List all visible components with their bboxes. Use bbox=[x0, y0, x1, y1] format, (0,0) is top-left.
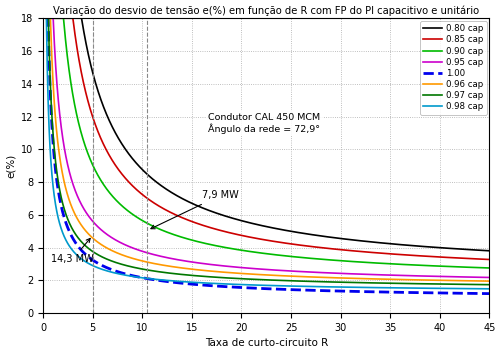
1.00 bbox=[473, 291, 479, 296]
0.96 cap bbox=[247, 272, 253, 276]
0.80 cap bbox=[66, 16, 72, 20]
0.90 cap bbox=[247, 249, 253, 253]
0.95 cap bbox=[247, 266, 253, 270]
Line: 0.85 cap: 0.85 cap bbox=[46, 18, 489, 259]
1.00 bbox=[486, 291, 492, 296]
0.80 cap bbox=[473, 248, 479, 252]
1.00 bbox=[473, 291, 479, 296]
0.97 cap bbox=[259, 278, 265, 282]
0.80 cap bbox=[486, 249, 492, 253]
Line: 0.95 cap: 0.95 cap bbox=[46, 18, 489, 278]
Line: 0.90 cap: 0.90 cap bbox=[46, 18, 489, 268]
0.85 cap bbox=[392, 252, 398, 256]
0.96 cap bbox=[473, 279, 479, 283]
0.98 cap bbox=[392, 286, 398, 290]
0.98 cap bbox=[259, 283, 265, 287]
0.98 cap bbox=[247, 283, 253, 287]
0.90 cap bbox=[473, 266, 479, 270]
0.97 cap bbox=[392, 281, 398, 285]
Line: 0.98 cap: 0.98 cap bbox=[46, 18, 489, 289]
0.98 cap bbox=[473, 287, 479, 291]
0.90 cap bbox=[43, 16, 49, 20]
Text: 7,9 MW: 7,9 MW bbox=[151, 190, 238, 229]
Line: 0.96 cap: 0.96 cap bbox=[46, 18, 489, 281]
0.97 cap bbox=[66, 219, 72, 224]
0.80 cap bbox=[392, 242, 398, 246]
X-axis label: Taxa de curto-circuito R: Taxa de curto-circuito R bbox=[204, 338, 328, 348]
Line: 1.00: 1.00 bbox=[46, 18, 489, 293]
0.80 cap bbox=[259, 223, 265, 228]
0.98 cap bbox=[66, 243, 72, 247]
0.85 cap bbox=[473, 257, 479, 261]
0.97 cap bbox=[43, 16, 49, 20]
Line: 0.80 cap: 0.80 cap bbox=[46, 18, 489, 251]
Line: 0.97 cap: 0.97 cap bbox=[46, 18, 489, 285]
1.00 bbox=[259, 286, 265, 291]
0.85 cap bbox=[486, 257, 492, 262]
Title: Variação do desvio de tensão e(%) em função de R com FP do PI capacitivo e unitá: Variação do desvio de tensão e(%) em fun… bbox=[53, 6, 479, 16]
0.85 cap bbox=[66, 16, 72, 20]
0.95 cap bbox=[43, 16, 49, 20]
0.90 cap bbox=[486, 266, 492, 270]
0.97 cap bbox=[473, 282, 479, 287]
0.96 cap bbox=[66, 197, 72, 201]
0.85 cap bbox=[247, 235, 253, 239]
1.00 bbox=[247, 286, 253, 290]
0.96 cap bbox=[43, 16, 49, 20]
0.95 cap bbox=[486, 275, 492, 280]
0.95 cap bbox=[392, 273, 398, 278]
0.98 cap bbox=[486, 287, 492, 291]
Legend: 0.80 cap, 0.85 cap, 0.90 cap, 0.95 cap, 1.00, 0.96 cap, 0.97 cap, 0.98 cap: 0.80 cap, 0.85 cap, 0.90 cap, 0.95 cap, … bbox=[420, 21, 486, 115]
0.98 cap bbox=[43, 16, 49, 20]
0.90 cap bbox=[473, 266, 479, 270]
Text: Condutor CAL 450 MCM
Ângulo da rede = 72,9°: Condutor CAL 450 MCM Ângulo da rede = 72… bbox=[208, 113, 320, 134]
Text: 14,3 MW: 14,3 MW bbox=[51, 238, 94, 264]
0.85 cap bbox=[473, 257, 479, 261]
0.95 cap bbox=[259, 267, 265, 271]
0.96 cap bbox=[259, 273, 265, 277]
0.80 cap bbox=[473, 248, 479, 252]
0.98 cap bbox=[473, 287, 479, 291]
1.00 bbox=[66, 228, 72, 232]
0.85 cap bbox=[259, 237, 265, 241]
Y-axis label: e(%): e(%) bbox=[6, 154, 16, 178]
0.90 cap bbox=[66, 66, 72, 70]
0.95 cap bbox=[473, 275, 479, 279]
0.96 cap bbox=[473, 279, 479, 283]
0.90 cap bbox=[392, 262, 398, 266]
0.97 cap bbox=[473, 282, 479, 287]
1.00 bbox=[392, 290, 398, 295]
0.97 cap bbox=[247, 277, 253, 281]
0.80 cap bbox=[247, 221, 253, 225]
0.95 cap bbox=[66, 167, 72, 172]
0.90 cap bbox=[259, 251, 265, 255]
0.96 cap bbox=[486, 279, 492, 283]
0.80 cap bbox=[43, 16, 49, 20]
0.95 cap bbox=[473, 275, 479, 279]
1.00 bbox=[43, 16, 49, 20]
0.96 cap bbox=[392, 277, 398, 281]
0.97 cap bbox=[486, 282, 492, 287]
0.85 cap bbox=[43, 16, 49, 20]
